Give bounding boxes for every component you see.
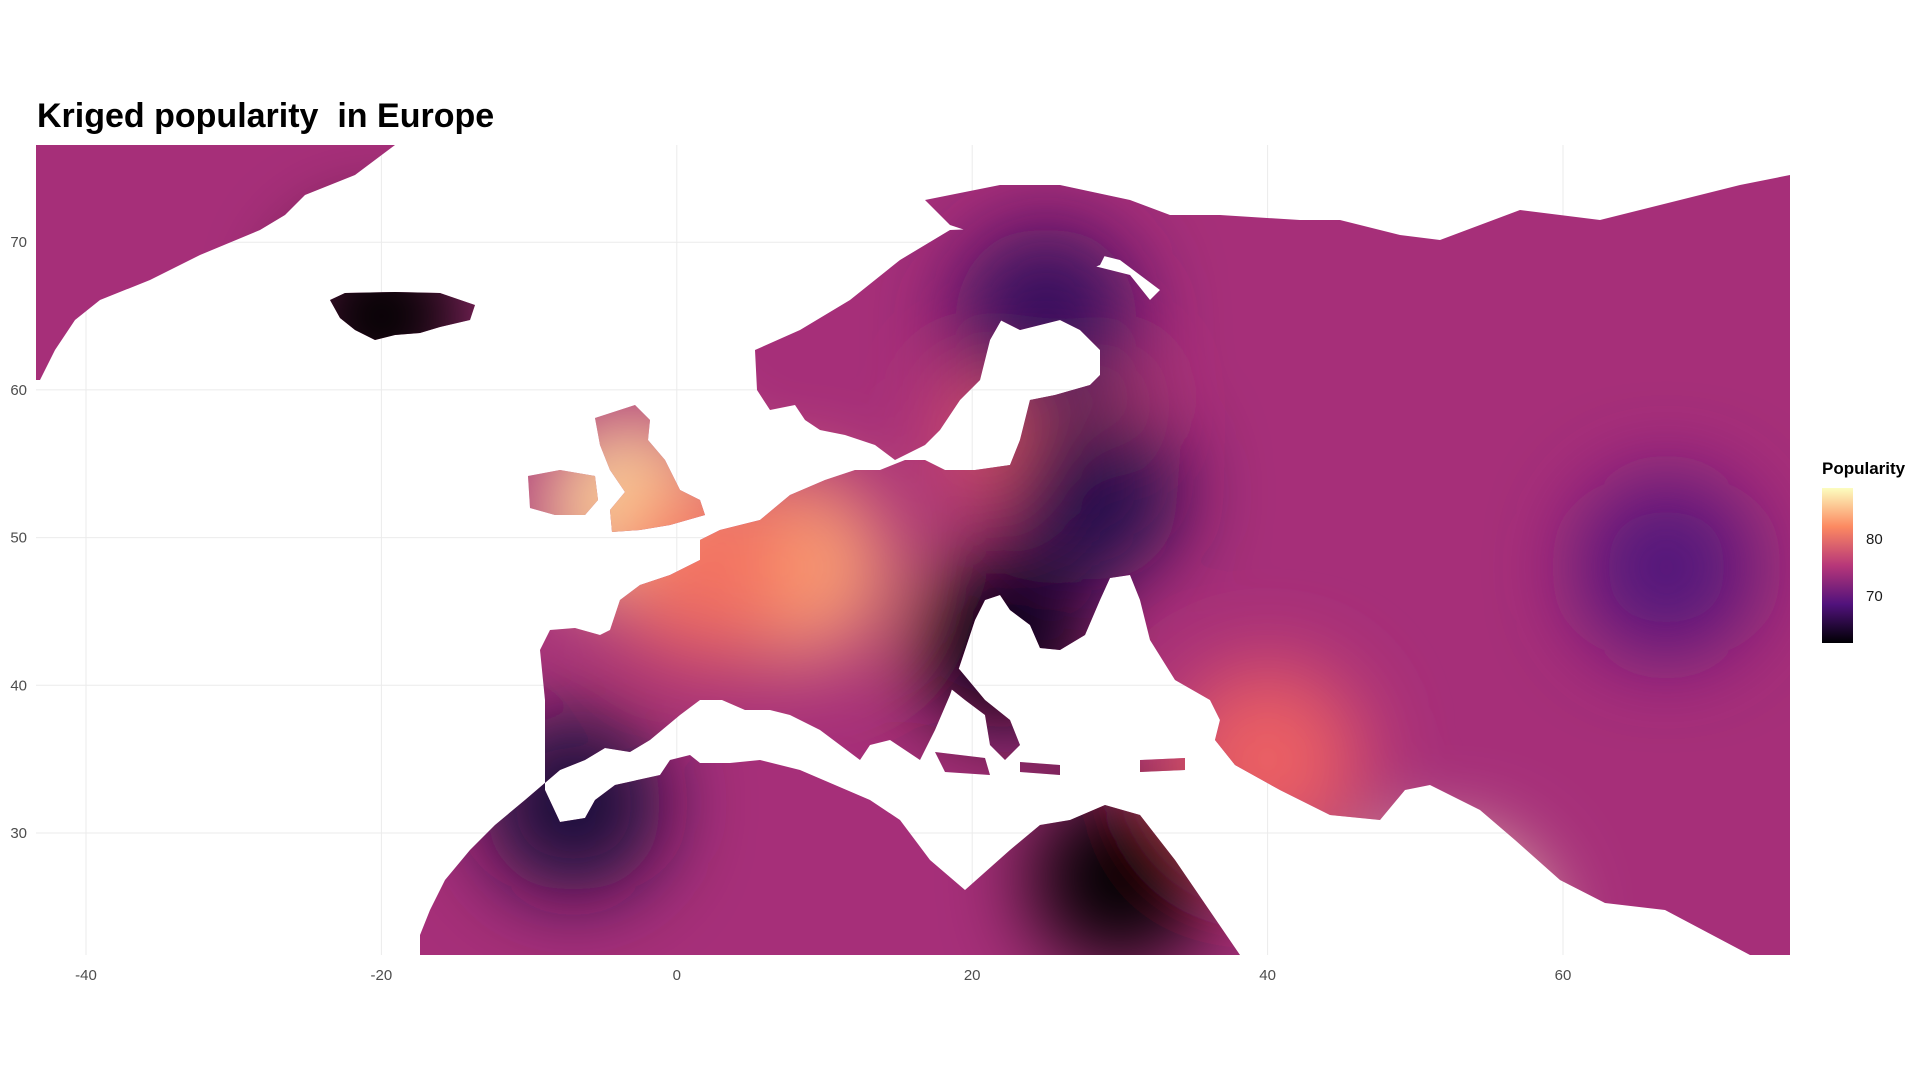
- y-tick-label: 50: [10, 530, 27, 547]
- surface-low-point: [483, 713, 664, 894]
- surface-low-point: [1000, 403, 1181, 584]
- x-tick-label: 60: [1555, 967, 1572, 984]
- x-tick-label: -40: [75, 967, 97, 984]
- y-tick-label: 30: [10, 825, 27, 842]
- surface-low-point: [1576, 477, 1757, 658]
- popularity-surface: [36, 145, 1790, 955]
- y-tick-label: 40: [10, 677, 27, 694]
- legend-tick-mark: [1853, 597, 1859, 599]
- legend-tick-mark: [1853, 539, 1859, 541]
- x-tick-label: 40: [1259, 967, 1276, 984]
- x-axis-ticks: -40 -20 0 20 40 60: [75, 967, 1571, 984]
- surface-low-point: [956, 226, 1137, 407]
- y-tick-label: 70: [10, 234, 27, 251]
- chart-title: Kriged popularity in Europe: [37, 97, 495, 135]
- y-axis-ticks: 30 40 50 60 70: [10, 234, 27, 842]
- surface-high-point: [611, 472, 802, 663]
- surface-high-point: [1349, 841, 1540, 955]
- x-tick-label: -20: [371, 967, 393, 984]
- x-tick-label: 20: [964, 967, 981, 984]
- legend-tick-label: 80: [1866, 530, 1883, 548]
- x-tick-label: 0: [673, 967, 681, 984]
- y-tick-label: 60: [10, 382, 27, 399]
- legend-title: Popularity: [1822, 459, 1906, 478]
- legend-tick-label: 70: [1866, 588, 1883, 606]
- legend-colorbar: [1822, 488, 1853, 643]
- surface-low-point: [1029, 787, 1210, 955]
